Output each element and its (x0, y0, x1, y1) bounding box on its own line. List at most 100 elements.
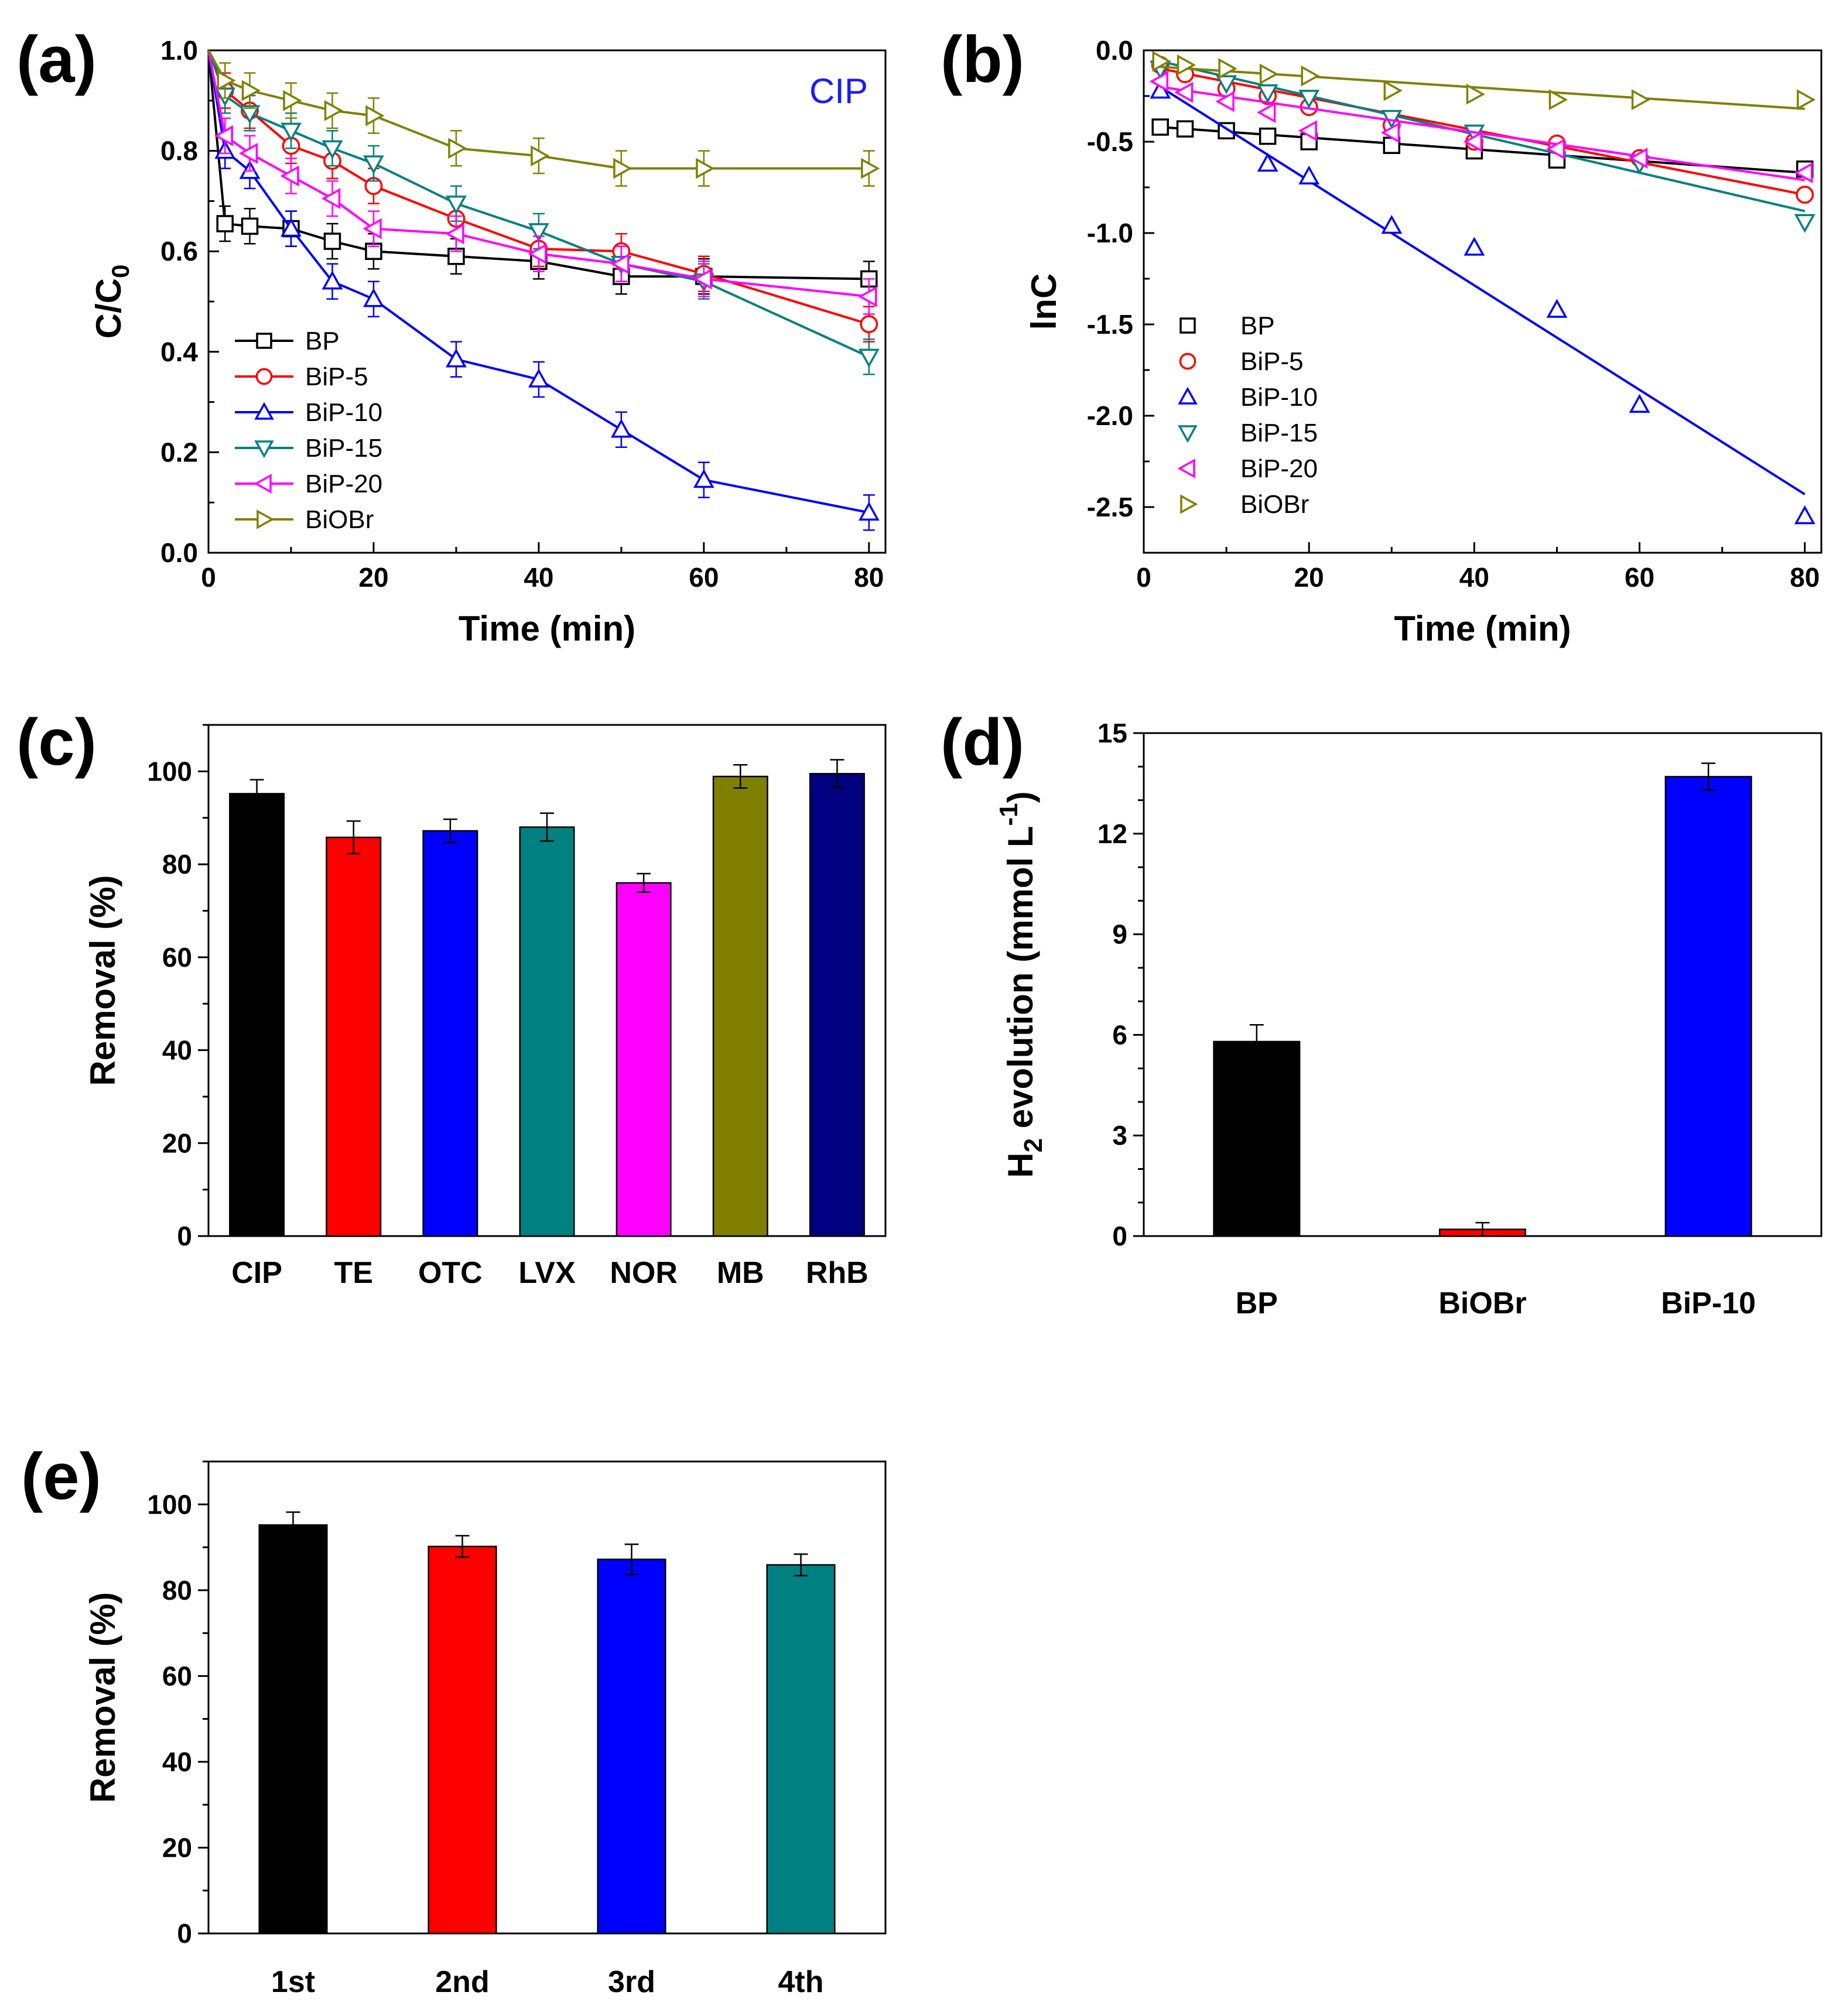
category-label: RhB (806, 1256, 868, 1290)
legend-marker (1177, 458, 1195, 478)
series-BiP-5 (207, 50, 878, 343)
data-point (1174, 81, 1194, 103)
plot-frame (1143, 49, 1823, 554)
category-label: BP (1236, 1286, 1278, 1320)
data-point (241, 217, 259, 235)
legend-label: BP (1240, 312, 1275, 340)
y-axis-title-rest: evolution (mmol L (1001, 826, 1040, 1138)
legend-label: BiP-20 (305, 470, 382, 498)
y-tick-label: -1.0 (1087, 218, 1133, 248)
data-point (531, 145, 550, 167)
legend-marker (1178, 386, 1198, 405)
panel-letter: (a) (16, 23, 97, 96)
y-tick-label: 0 (177, 1918, 192, 1949)
bar-TE (326, 836, 382, 1237)
data-point (528, 223, 549, 242)
legend-label: BiOBr (305, 505, 374, 534)
data-point (610, 253, 630, 275)
legend-marker (255, 368, 273, 385)
y-tick-label: 60 (162, 942, 192, 973)
fit-line (1160, 85, 1806, 182)
legend-marker (1178, 425, 1198, 443)
data-point (321, 188, 341, 210)
data-point (1546, 299, 1568, 318)
data-point (1464, 237, 1485, 256)
y-tick-label: 0.8 (160, 136, 198, 166)
y-axis-title-subscript: 0 (107, 265, 134, 278)
data-point (446, 195, 467, 215)
data-point (280, 165, 299, 187)
data-point (1176, 120, 1194, 138)
legend-label: BiP-20 (1240, 454, 1318, 483)
x-tick-label: 80 (854, 562, 884, 593)
chart-e: (e) 0 20 40 60 80 100 Removal (%) 1st 2nd 3rd 4th (21, 1440, 887, 1999)
data-point (1794, 162, 1813, 183)
y-axis-title-main: lnC (1024, 273, 1064, 330)
y-tick-label: 9 (1112, 919, 1127, 950)
data-point (216, 215, 234, 232)
data-point (1298, 165, 1320, 184)
panel-letter: (b) (941, 23, 1024, 96)
bar-4th (766, 1564, 836, 1935)
data-point (610, 419, 632, 438)
chart-b: (b) 0 20 40 60 80 0.0 -0.5 -1.0 -1.5 -2.0 -2.5 Time … (941, 23, 1823, 648)
legend-label: BiP-5 (1240, 347, 1304, 376)
y-tick-label: 40 (162, 1747, 192, 1777)
data-point (1298, 120, 1317, 142)
data-point (323, 232, 341, 250)
legend-marker (1179, 352, 1196, 370)
category-label: 3rd (608, 1965, 655, 1999)
bar-3rd (597, 1558, 666, 1935)
legend-label: BiP-15 (305, 434, 382, 463)
data-point (696, 158, 715, 179)
data-point (1381, 214, 1403, 234)
x-tick-label: 40 (1459, 562, 1489, 593)
chart-a: (a) 0 20 40 60 80 0.0 0.2 0.4 0.6 0.8 1.0 Time (min)… (16, 23, 887, 648)
series-BiP-5 (1151, 56, 1814, 204)
y-tick-label: 0 (177, 1221, 192, 1251)
x-tick-label: 80 (1790, 562, 1820, 593)
data-point (1548, 89, 1568, 111)
y-tick-label: 60 (162, 1661, 192, 1691)
data-point (528, 243, 547, 265)
category-label: 2nd (435, 1965, 489, 1999)
legend-label: BiP-10 (305, 398, 382, 427)
data-point (693, 268, 712, 290)
category-label: LVX (518, 1256, 576, 1290)
x-tick-label: 60 (1625, 562, 1654, 593)
category-label: 4th (778, 1965, 824, 1999)
data-point (1298, 90, 1320, 109)
data-point (241, 80, 261, 101)
data-point (1257, 84, 1278, 104)
data-point (322, 140, 343, 159)
data-point (281, 122, 302, 142)
y-axis-title: C/C0 (89, 265, 134, 339)
y-tick-label: -0.5 (1087, 126, 1133, 157)
legend-marker (257, 509, 275, 529)
data-point (693, 469, 714, 488)
data-point (281, 218, 302, 237)
data-point (858, 501, 880, 521)
panel-letter: (c) (16, 706, 97, 779)
data-point (858, 286, 877, 307)
y-axis-title: H2 evolution (mmol L-1) (994, 791, 1048, 1178)
data-point (1259, 127, 1277, 145)
series-line (207, 50, 870, 358)
data-point (861, 158, 880, 179)
data-point (858, 348, 880, 368)
y-tick-label: 100 (147, 756, 192, 786)
data-point (448, 138, 467, 159)
series-BiP-15 (207, 50, 880, 375)
y-tick-label: -2.5 (1087, 492, 1133, 522)
bar-BiP-10 (1664, 776, 1752, 1237)
bar-MB (712, 775, 768, 1237)
series-BiP-20 (1149, 71, 1813, 183)
y-tick-label: 0.4 (160, 337, 198, 367)
data-point (238, 142, 258, 164)
data-point (1177, 54, 1196, 76)
y-tick-label: 0.0 (160, 538, 198, 568)
bar-1st (258, 1524, 328, 1935)
data-point (363, 155, 384, 174)
data-point (1380, 122, 1400, 143)
